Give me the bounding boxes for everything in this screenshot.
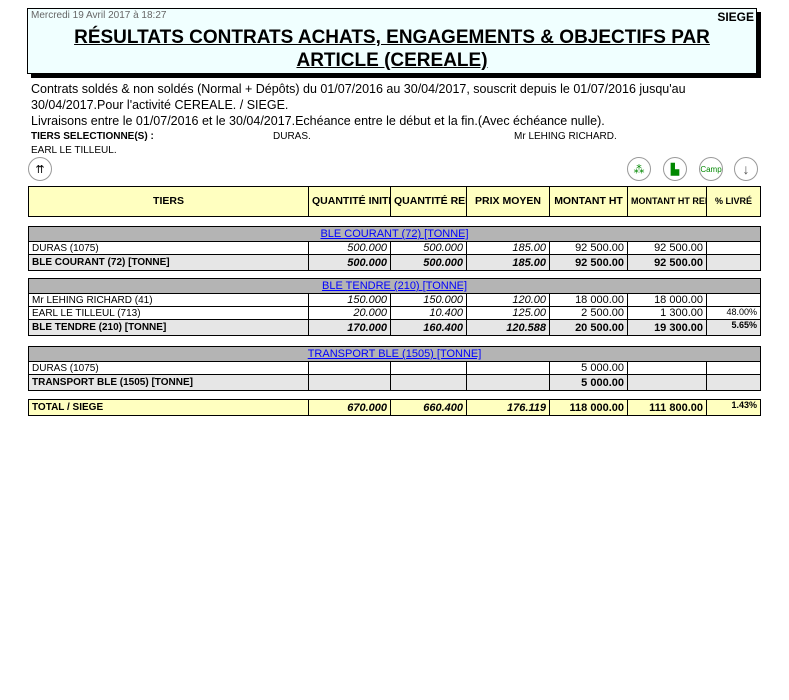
table-cell — [627, 374, 707, 391]
total-row: TOTAL / SIEGE 670.000 660.400 176.119 118 00… — [28, 399, 761, 416]
table-row: EARL LE TILLEUL (713) 20.000 10.400 125.00 2… — [28, 306, 762, 320]
table-cell: 111 800.00 — [627, 399, 707, 416]
down-arrow-icon[interactable]: ↓ — [734, 157, 758, 181]
column-header: TIERS — [28, 186, 309, 217]
table-row: Mr LEHING RICHARD (41) 150.000 150.000 120.… — [28, 293, 762, 307]
report-header: Mercredi 19 Avril 2017 à 18:27 SIEGE RÉS… — [27, 8, 757, 74]
table-cell — [705, 374, 762, 391]
column-header: % LIVRÉ — [706, 186, 761, 217]
table-cell — [390, 361, 467, 375]
table-cell: DURAS (1075) — [28, 241, 309, 255]
table-cell: DURAS (1075) — [28, 361, 309, 375]
column-header: PRIX MOYEN — [466, 186, 550, 217]
tiers-value: EARL LE TILLEUL. — [31, 145, 117, 156]
double-up-arrow-icon[interactable]: ⇈ — [28, 157, 52, 181]
table-cell: 1.43% — [706, 399, 761, 416]
article-section: BLE COURANT (72) [TONNE] DURAS (1075) 500.… — [27, 226, 762, 271]
table-cell: BLE TENDRE (210) [TONNE] — [28, 319, 309, 336]
tiers-value: Mr LEHING RICHARD. — [514, 131, 617, 142]
table-cell: 19 300.00 — [627, 319, 707, 336]
column-header: MONTANT HT — [549, 186, 628, 217]
table-cell: 92 500.00 — [549, 241, 628, 255]
article-link[interactable]: TRANSPORT BLE (1505) [TONNE] — [307, 348, 482, 360]
table-cell: 1 300.00 — [627, 306, 707, 320]
table-cell: 10.400 — [390, 306, 467, 320]
tiers-value: DURAS. — [273, 131, 311, 142]
table-cell: 48.00% — [705, 306, 762, 320]
table-row: BLE COURANT (72) [TONNE] 500.000 500.000 18… — [28, 254, 762, 271]
table-cell: 176.119 — [466, 399, 550, 416]
table-cell: TRANSPORT BLE (1505) [TONNE] — [28, 374, 309, 391]
table-cell: 660.400 — [390, 399, 467, 416]
tree-icon[interactable]: ⁂ — [627, 157, 651, 181]
table-cell: 92 500.00 — [627, 241, 707, 255]
table-cell: 18 000.00 — [549, 293, 628, 307]
table-cell: 92 500.00 — [549, 254, 628, 271]
table-cell — [627, 361, 707, 375]
table-cell: 5.65% — [705, 319, 762, 336]
table-cell: 18 000.00 — [627, 293, 707, 307]
factory-icon[interactable]: ▙ — [663, 157, 687, 181]
table-cell: 500.000 — [390, 241, 467, 255]
table-cell: 150.000 — [308, 293, 391, 307]
table-cell: 120.588 — [466, 319, 550, 336]
table-cell: 150.000 — [390, 293, 467, 307]
table-cell — [308, 361, 391, 375]
table-cell — [705, 361, 762, 375]
table-cell — [705, 293, 762, 307]
column-header: QUANTITÉ INITIALE — [308, 186, 391, 217]
table-cell: 500.000 — [308, 241, 391, 255]
article-section: BLE TENDRE (210) [TONNE] Mr LEHING RICHAR… — [27, 278, 762, 336]
article-link[interactable]: BLE TENDRE (210) [TONNE] — [321, 280, 468, 292]
table-cell: 20.000 — [308, 306, 391, 320]
table-cell: 92 500.00 — [627, 254, 707, 271]
tiers-label: TIERS SELECTIONNE(S) : — [31, 131, 154, 142]
table-cell: 170.000 — [308, 319, 391, 336]
table-cell — [705, 254, 762, 271]
table-cell — [466, 361, 550, 375]
site-name: SIEGE — [717, 10, 754, 24]
table-cell: 20 500.00 — [549, 319, 628, 336]
table-cell: 5 000.00 — [549, 374, 628, 391]
table-cell: 160.400 — [390, 319, 467, 336]
table-cell: 118 000.00 — [549, 399, 628, 416]
table-cell: TOTAL / SIEGE — [28, 399, 309, 416]
table-row: TRANSPORT BLE (1505) [TONNE] 5 000.00 — [28, 374, 762, 391]
table-cell: 5 000.00 — [549, 361, 628, 375]
table-cell: EARL LE TILLEUL (713) — [28, 306, 309, 320]
report-date: Mercredi 19 Avril 2017 à 18:27 — [31, 10, 167, 21]
article-section: TRANSPORT BLE (1505) [TONNE] DURAS (1075)… — [27, 346, 762, 391]
table-cell: 670.000 — [308, 399, 391, 416]
camp-icon[interactable]: Camp — [699, 157, 723, 181]
table-cell — [466, 374, 550, 391]
table-cell: BLE COURANT (72) [TONNE] — [28, 254, 309, 271]
table-cell: 500.000 — [308, 254, 391, 271]
table-row: DURAS (1075) 5 000.00 — [28, 361, 762, 375]
table-cell — [308, 374, 391, 391]
report-title: RÉSULTATS CONTRATS ACHATS, ENGAGEMENTS &… — [74, 27, 710, 71]
article-link[interactable]: BLE COURANT (72) [TONNE] — [320, 228, 469, 240]
table-cell — [390, 374, 467, 391]
table-row: TOTAL / SIEGE 670.000 660.400 176.119 118 00… — [28, 399, 761, 416]
column-header: QUANTITÉ RELIQUAT — [390, 186, 467, 217]
table-cell — [705, 241, 762, 255]
table-cell: 185.00 — [466, 254, 550, 271]
table-row: DURAS (1075) 500.000 500.000 185.00 92 500.0… — [28, 241, 762, 255]
table-row: BLE TENDRE (210) [TONNE] 170.000 160.400 12… — [28, 319, 762, 336]
table-cell: 2 500.00 — [549, 306, 628, 320]
table-cell: 125.00 — [466, 306, 550, 320]
table-cell: 185.00 — [466, 241, 550, 255]
table-cell: 500.000 — [390, 254, 467, 271]
table-cell: Mr LEHING RICHARD (41) — [28, 293, 309, 307]
table-cell: 120.00 — [466, 293, 550, 307]
report-description: Contrats soldés & non soldés (Normal + D… — [31, 82, 686, 128]
column-header: MONTANT HT RELIQUAT — [627, 186, 707, 217]
